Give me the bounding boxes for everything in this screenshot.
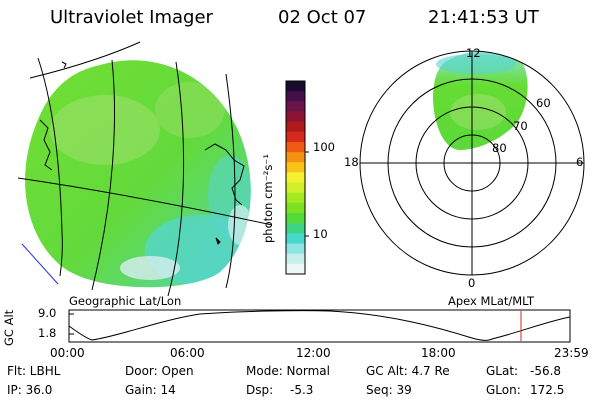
- aurora-bright-patch: [155, 82, 225, 138]
- door-field: Door: Open: [125, 364, 194, 378]
- aurora-pale-patch: [228, 205, 251, 245]
- colorbar-segment: [286, 213, 305, 224]
- polar-panel-label: Apex MLat/MLT: [448, 294, 535, 308]
- meridian-line: [91, 59, 115, 291]
- time-tick-0000: 00:00: [50, 346, 85, 360]
- mlt-label-18: 18: [344, 155, 359, 169]
- glon-value: 172.5: [530, 383, 565, 397]
- colorbar-segment: [286, 111, 305, 123]
- coastline: [61, 61, 67, 69]
- glon-label: GLon:: [486, 383, 521, 397]
- colorbar-segment: [286, 182, 305, 194]
- altitude-plot: [68, 309, 571, 343]
- colorbar-unit-label: photon cm⁻²s⁻¹: [261, 154, 275, 243]
- colorbar-segment: [286, 253, 305, 265]
- time-tick-2359: 23:59: [554, 346, 589, 360]
- flt-field: Flt: LBHL: [7, 364, 61, 378]
- date-label: 02 Oct 07: [278, 7, 367, 28]
- time-tick-0600: 06:00: [170, 346, 205, 360]
- coastline: [215, 237, 221, 245]
- colorbar-segment: [286, 172, 305, 184]
- coastline: [39, 119, 53, 171]
- colorbar-segment: [286, 101, 305, 113]
- mlat-label-70: 70: [513, 119, 528, 133]
- parallel-line: [17, 177, 273, 226]
- ip-field: IP: 36.0: [7, 383, 53, 397]
- parallel-line: [29, 41, 141, 79]
- colorbar-segment: [286, 263, 305, 275]
- altitude-axis-title: GC Alt: [2, 309, 16, 346]
- colorbar-segment: [286, 141, 305, 153]
- coastline: [204, 143, 245, 206]
- meridian-line: [37, 57, 63, 277]
- mlt-label-6: 6: [576, 155, 584, 169]
- colorbar-segment: [286, 233, 305, 245]
- mode-field: Mode: Normal: [246, 364, 330, 378]
- terminator-line: [21, 243, 59, 285]
- geo-panel-label: Geographic Lat/Lon: [69, 294, 182, 308]
- glat-value: -56.8: [530, 364, 562, 378]
- colorbar: [285, 80, 309, 275]
- altitude-tick-9: 9.0: [38, 306, 57, 320]
- colorbar-segment: [286, 131, 305, 143]
- dsp-label: Dsp:: [246, 383, 274, 397]
- colorbar-label-10: 10: [313, 227, 328, 241]
- aurora-pale-patch: [120, 256, 180, 280]
- glat-label: GLat:: [486, 364, 519, 378]
- instrument-title: Ultraviolet Imager: [50, 7, 213, 28]
- colorbar-segment: [286, 192, 305, 204]
- altitude-tick-1-8: 1.8: [38, 326, 57, 340]
- time-tick-1800: 18:00: [421, 346, 456, 360]
- time-tick-1200: 12:00: [296, 346, 331, 360]
- seq-field: Seq: 39: [366, 383, 412, 397]
- colorbar-segment: [286, 162, 305, 174]
- colorbar-segment: [286, 91, 305, 102]
- colorbar-segment: [286, 152, 305, 163]
- mlt-label-12: 12: [466, 46, 481, 60]
- aurora-cap-patch: [450, 94, 506, 130]
- meridian-line: [225, 73, 236, 289]
- mlat-label-60: 60: [536, 96, 551, 110]
- gain-field: Gain: 14: [125, 383, 176, 397]
- orbit-altitude-curve: [68, 310, 571, 341]
- colorbar-segment: [286, 243, 305, 255]
- dsp-value: -5.3: [290, 383, 314, 397]
- polar-plot: [359, 50, 585, 276]
- geo-image-panel: [17, 41, 273, 297]
- colorbar-segment: [286, 81, 305, 92]
- gc-alt-field: GC Alt: 4.7 Re: [366, 364, 450, 378]
- aurora-bright-patch: [50, 95, 160, 165]
- mlt-label-0: 0: [468, 276, 476, 290]
- colorbar-label-100: 100: [313, 140, 335, 154]
- colorbar-segment: [286, 202, 305, 214]
- aurora-cap-patch: [436, 54, 516, 74]
- colorbar-segment: [286, 121, 305, 133]
- meridian-line: [167, 61, 185, 297]
- aurora-cap: [433, 51, 528, 150]
- mlat-label-80: 80: [492, 141, 507, 155]
- colorbar-segment: [286, 223, 305, 234]
- time-label: 21:41:53 UT: [428, 7, 539, 28]
